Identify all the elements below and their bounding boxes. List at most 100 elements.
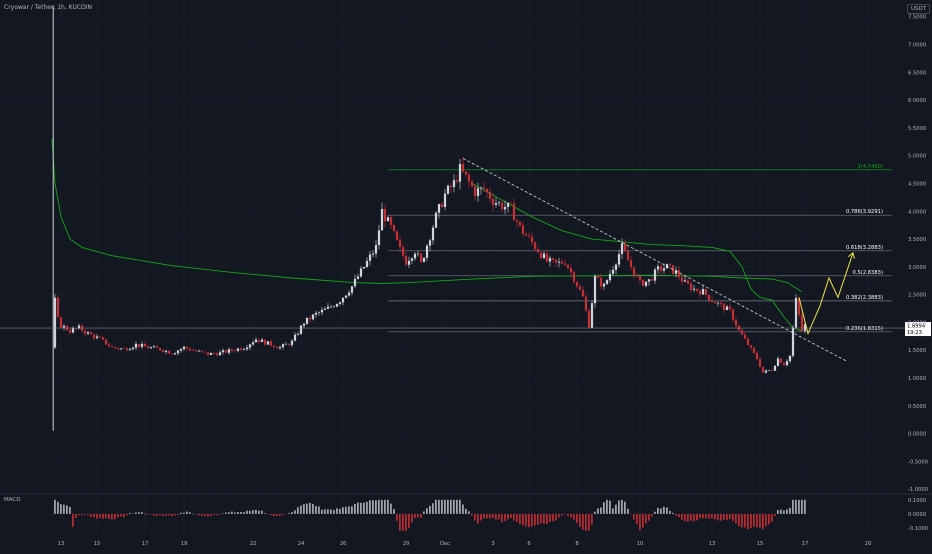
candle-body [782, 362, 786, 366]
candle-body [653, 269, 657, 281]
macd-histogram-bar [207, 513, 209, 517]
macd-histogram-bar [108, 513, 110, 519]
candle-body [704, 288, 708, 295]
x-tick-label: 15 [94, 541, 101, 547]
candle-body [368, 254, 372, 261]
macd-histogram-bar [87, 513, 89, 515]
candle-body [533, 242, 537, 249]
candle-body [356, 276, 360, 279]
candle-body [641, 280, 645, 286]
candle-body [302, 323, 306, 326]
x-tick-label: 24 [298, 541, 305, 547]
macd-histogram-bar [288, 513, 290, 514]
candle-body [323, 308, 327, 310]
macd-histogram-bar [609, 500, 611, 514]
macd-histogram-bar [618, 500, 620, 514]
candle-body [92, 334, 96, 339]
y-tick-label: 0.0000 [908, 432, 926, 438]
macd-histogram-bar [783, 510, 785, 514]
candle-body [101, 337, 105, 340]
currency-badge[interactable]: USDT [907, 4, 931, 14]
macd-histogram-bar [789, 507, 791, 514]
y-tick-label: 6.0000 [908, 98, 926, 104]
candle-body [680, 277, 684, 282]
candle-body [491, 198, 495, 205]
candle-body [422, 257, 426, 262]
macd-histogram-bar [774, 513, 776, 517]
x-tick-label: 29 [403, 541, 410, 547]
macd-histogram-bar [501, 513, 503, 523]
candle-body [71, 328, 75, 333]
candle-body [458, 163, 462, 182]
macd-histogram-bar [123, 513, 125, 518]
macd-histogram-bar [246, 510, 248, 514]
macd-histogram-bar [636, 513, 638, 525]
macd-histogram-bar [360, 502, 362, 514]
macd-histogram-bar [681, 513, 683, 520]
macd-histogram-bar [465, 508, 467, 514]
candle-body [194, 350, 198, 352]
candle-body [617, 254, 621, 265]
macd-histogram-bar [597, 508, 599, 514]
macd-histogram-bar [513, 513, 515, 521]
macd-histogram-bar [273, 513, 275, 517]
macd-histogram-bar [729, 513, 731, 520]
x-tick-label: 19 [181, 541, 188, 547]
macd-histogram-bar [147, 513, 149, 515]
candle-body [749, 345, 753, 348]
candle-body [89, 332, 93, 335]
macd-histogram-bar [72, 513, 74, 527]
candle-body [482, 187, 486, 189]
projection-arrowhead [847, 252, 855, 259]
candle-body [608, 273, 612, 281]
candle-body [428, 240, 432, 246]
candle-body [146, 346, 150, 349]
macd-histogram-bar [534, 513, 536, 526]
macd-histogram-bar [573, 513, 575, 520]
y-tick-label: -0.5000 [908, 459, 928, 465]
candle-body [803, 324, 807, 331]
macd-histogram-bar [417, 513, 419, 518]
candle-body [275, 347, 279, 349]
candle-body [83, 330, 87, 334]
macd-histogram-bar [63, 504, 65, 514]
macd-histogram-bar [456, 499, 458, 514]
macd-histogram-bar [804, 499, 806, 514]
macd-histogram-bar [765, 513, 767, 527]
macd-histogram-bar [639, 513, 641, 531]
x-tick-label: 22 [250, 541, 257, 547]
candle-body [95, 336, 99, 339]
macd-tick-label: -0.1000 [908, 526, 928, 532]
candle-body [290, 340, 294, 345]
macd-histogram-bar [555, 513, 557, 521]
green-average-line-2 [471, 183, 803, 332]
candle-body [389, 217, 393, 225]
macd-histogram-bar [699, 513, 701, 519]
candle-body [173, 353, 177, 355]
candle-body [446, 185, 450, 194]
macd-histogram-bar [684, 513, 686, 522]
candle-body [599, 277, 603, 287]
candle-body [269, 341, 273, 346]
candle-body [245, 347, 249, 350]
macd-histogram-bar [663, 506, 665, 514]
fib-level-label: 0.618(3.2883) [846, 245, 883, 251]
candle-body [764, 370, 768, 373]
candle-body [77, 325, 81, 329]
candle-body [203, 351, 207, 353]
candle-body [455, 180, 459, 182]
x-tick-label: 13 [709, 541, 716, 547]
macd-histogram-bar [735, 513, 737, 524]
candle-body [545, 253, 549, 262]
candle-body [398, 239, 402, 248]
candle-body [800, 314, 804, 331]
candle-body [374, 245, 378, 254]
x-tick-label: 20 [865, 541, 872, 547]
macd-histogram-bar [516, 513, 518, 522]
macd-histogram-bar [444, 499, 446, 514]
candle-body [623, 243, 627, 252]
macd-histogram-bar [738, 513, 740, 527]
candle-body [149, 347, 153, 349]
